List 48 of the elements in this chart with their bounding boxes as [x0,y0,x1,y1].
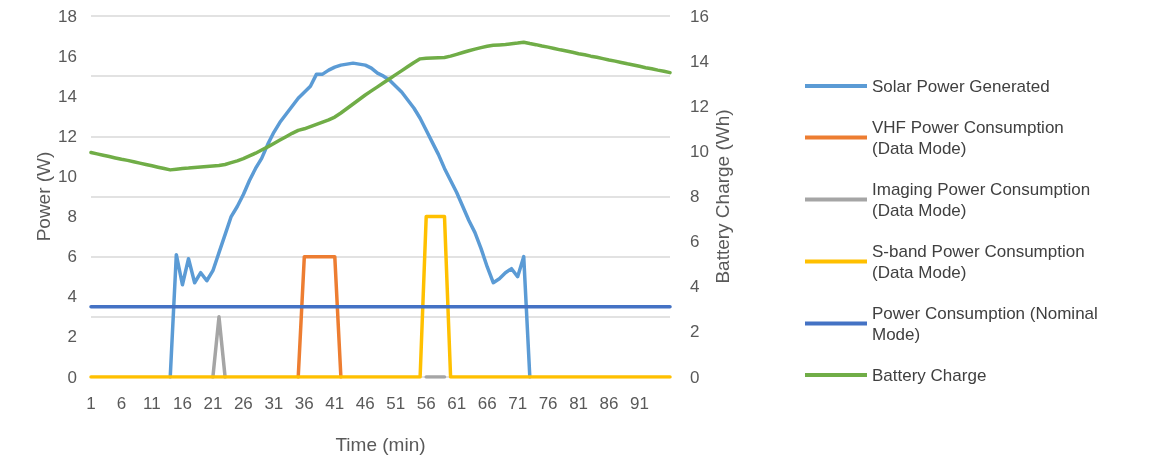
x-tick-label: 11 [143,394,161,413]
x-tick-label: 6 [116,394,127,413]
x-tick-label: 56 [416,394,436,413]
y-tick-label: 10 [58,166,77,186]
y-tick-label: 18 [58,6,77,26]
y-tick-label: 2 [67,327,77,347]
y-tick-label: 16 [58,46,77,66]
x-tick-label: 46 [355,394,375,413]
x-tick-label: 81 [569,394,589,413]
x-tick-label: 71 [508,394,528,413]
y-tick-label: 6 [67,247,77,267]
x-tick-label: 61 [447,394,467,413]
x-tick-label: 41 [325,394,345,413]
x-tick-label: 31 [264,394,284,413]
legend-label: S-band Power Consumption (Data Mode) [872,241,1090,282]
y2-tick-label: 6 [690,232,700,252]
y2-tick-label: 14 [690,51,709,71]
y-axis-title: Power (W) [33,151,54,242]
y2-tick-label: 0 [690,367,700,387]
x-tick-label: 21 [203,394,223,413]
y2-tick-label: 4 [690,277,700,297]
y-tick-label: 0 [67,367,77,387]
y-tick-label: 14 [58,86,77,106]
legend-label: VHF Power Consumption (Data Mode) [872,117,1069,158]
y2-axis-title: Battery Charge (Wh) [711,109,733,284]
legend-label: Battery Charge [872,365,987,385]
x-tick-label: 26 [233,394,253,413]
y2-tick-label: 12 [690,96,709,116]
legend-label: Power Consumption (Nominal Mode) [872,303,1103,344]
x-tick-label: 36 [294,394,314,413]
legend-label: Imaging Power Consumption (Data Mode) [872,179,1096,220]
y2-tick-label: 10 [690,141,709,161]
y-tick-label: 12 [58,126,77,146]
x-tick-label: 86 [599,394,619,413]
x-tick-label: 91 [630,394,649,413]
x-tick-label: 1 [86,394,96,413]
y2-tick-label: 16 [690,6,709,26]
x-tick-label: 16 [172,394,192,413]
legend-label: Solar Power Generated [872,76,1050,96]
x-tick-label: 51 [386,394,406,413]
y-tick-label: 4 [67,287,77,307]
y2-tick-label: 2 [690,322,700,342]
x-tick-label: 66 [477,394,497,413]
y2-tick-label: 8 [690,187,700,206]
y-tick-label: 8 [67,207,77,227]
line-series [89,40,672,172]
x-axis-title: Time (min) [335,434,426,455]
x-tick-label: 76 [538,394,558,413]
